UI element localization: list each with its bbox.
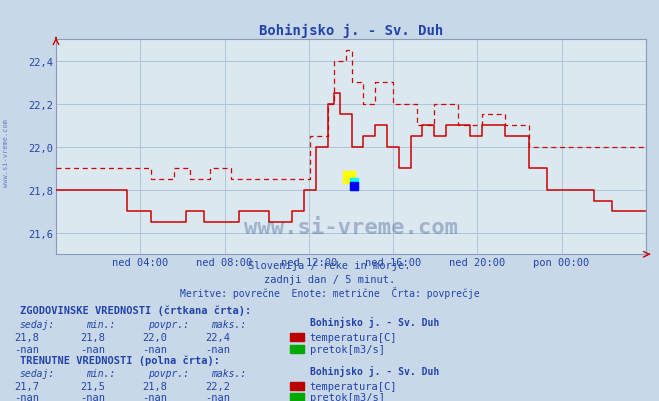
Text: www.si-vreme.com: www.si-vreme.com	[244, 218, 458, 238]
Bar	[350, 182, 358, 190]
Text: -nan: -nan	[80, 344, 105, 354]
Text: temperatura[C]: temperatura[C]	[310, 381, 397, 391]
Text: 21,8: 21,8	[14, 332, 39, 342]
Text: pretok[m3/s]: pretok[m3/s]	[310, 392, 385, 401]
Text: 21,5: 21,5	[80, 381, 105, 391]
Text: 21,8: 21,8	[142, 381, 167, 391]
Text: maks.:: maks.:	[211, 319, 246, 329]
Text: sedaj:: sedaj:	[20, 319, 55, 329]
Text: -nan: -nan	[142, 344, 167, 354]
Text: temperatura[C]: temperatura[C]	[310, 332, 397, 342]
Text: Bohinjsko j. - Sv. Duh: Bohinjsko j. - Sv. Duh	[310, 365, 439, 376]
Text: Meritve: povrečne  Enote: metrične  Črta: povprečje: Meritve: povrečne Enote: metrične Črta: …	[180, 287, 479, 299]
Text: -nan: -nan	[142, 392, 167, 401]
Bar	[343, 172, 355, 184]
Text: ZGODOVINSKE VREDNOSTI (črtkana črta):: ZGODOVINSKE VREDNOSTI (črtkana črta):	[20, 304, 251, 315]
Text: povpr.:: povpr.:	[148, 368, 189, 378]
Text: min.:: min.:	[86, 319, 115, 329]
Text: 21,7: 21,7	[14, 381, 39, 391]
Text: povpr.:: povpr.:	[148, 319, 189, 329]
Bar	[350, 178, 358, 190]
Text: maks.:: maks.:	[211, 368, 246, 378]
Text: min.:: min.:	[86, 368, 115, 378]
Text: -nan: -nan	[205, 344, 230, 354]
Text: -nan: -nan	[205, 392, 230, 401]
Title: Bohinjsko j. - Sv. Duh: Bohinjsko j. - Sv. Duh	[259, 23, 443, 38]
Text: 22,2: 22,2	[205, 381, 230, 391]
Text: 21,8: 21,8	[80, 332, 105, 342]
Text: sedaj:: sedaj:	[20, 368, 55, 378]
Text: 22,0: 22,0	[142, 332, 167, 342]
Text: 22,4: 22,4	[205, 332, 230, 342]
Text: zadnji dan / 5 minut.: zadnji dan / 5 minut.	[264, 275, 395, 285]
Text: -nan: -nan	[14, 344, 39, 354]
Text: -nan: -nan	[14, 392, 39, 401]
Text: Bohinjsko j. - Sv. Duh: Bohinjsko j. - Sv. Duh	[310, 316, 439, 327]
Text: -nan: -nan	[80, 392, 105, 401]
Text: Slovenija / reke in morje.: Slovenija / reke in morje.	[248, 261, 411, 271]
Text: pretok[m3/s]: pretok[m3/s]	[310, 344, 385, 354]
Text: www.si-vreme.com: www.si-vreme.com	[3, 118, 9, 186]
Text: TRENUTNE VREDNOSTI (polna črta):: TRENUTNE VREDNOSTI (polna črta):	[20, 354, 219, 365]
